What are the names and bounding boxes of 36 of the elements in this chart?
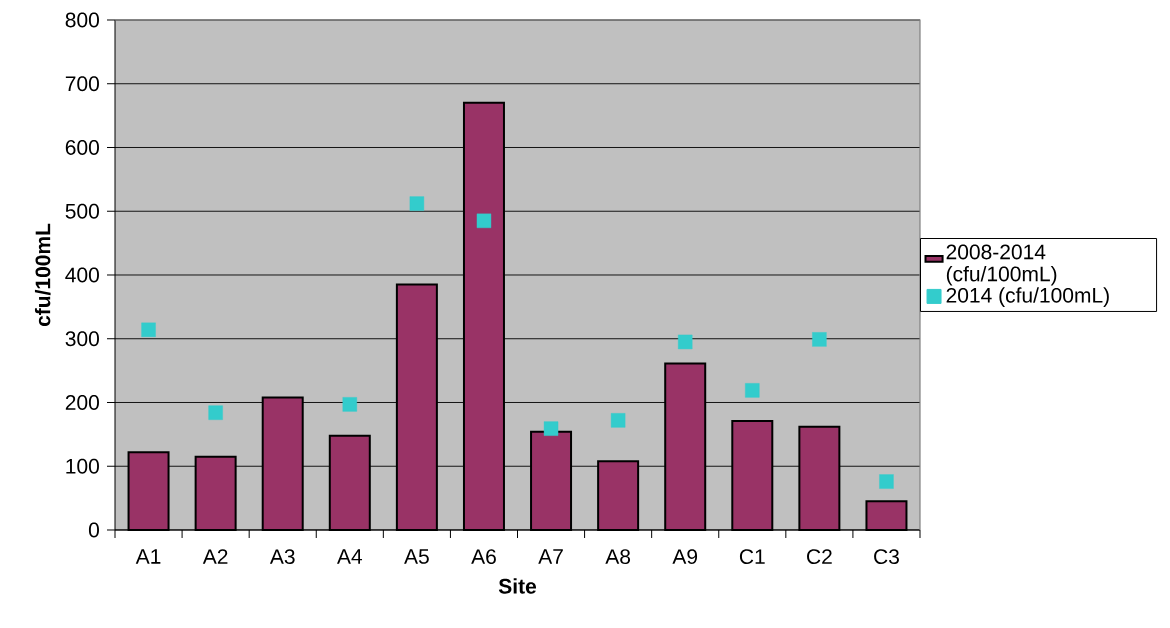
- y-tick-label: 400: [65, 267, 99, 283]
- point: [812, 332, 827, 347]
- point: [476, 213, 492, 228]
- point: [879, 474, 894, 489]
- x-tick-label: C3: [874, 549, 899, 565]
- y-tick-label: 300: [65, 331, 99, 347]
- x-axis-title: Site: [498, 578, 537, 594]
- point: [409, 196, 425, 211]
- legend-label: 2014 (cfu/100mL): [946, 287, 1109, 307]
- x-tick-label: A6: [471, 549, 496, 565]
- point: [141, 322, 156, 338]
- y-tick-label: 500: [65, 203, 99, 219]
- x-tick-label: A5: [404, 549, 429, 564]
- y-tick-label: 100: [66, 458, 99, 474]
- point: [610, 413, 626, 428]
- y-tick-label: 200: [65, 395, 99, 410]
- point: [678, 334, 693, 350]
- x-tick-label: A3: [269, 549, 295, 565]
- point: [745, 383, 760, 398]
- x-tick-label: A8: [605, 549, 631, 565]
- point: [208, 405, 223, 420]
- x-tick-label: C1: [739, 549, 765, 565]
- x-tick-label: A7: [538, 549, 563, 564]
- legend-label: 2008-2014 (cfu/100mL): [946, 244, 1057, 286]
- y-tick-label: 600: [65, 140, 99, 155]
- point: [342, 397, 357, 412]
- x-tick-label: A2: [202, 549, 228, 564]
- point: [543, 421, 559, 436]
- y-axis-title: cfu/100mL: [34, 223, 51, 327]
- y-tick-label: 800: [65, 12, 99, 28]
- x-tick-label: C2: [807, 549, 832, 565]
- x-tick-label: A9: [672, 549, 698, 565]
- y-tick-label: 0: [88, 522, 99, 538]
- x-tick-label: A4: [337, 549, 363, 564]
- x-tick-label: A1: [135, 549, 161, 564]
- y-tick-label: 700: [65, 76, 99, 92]
